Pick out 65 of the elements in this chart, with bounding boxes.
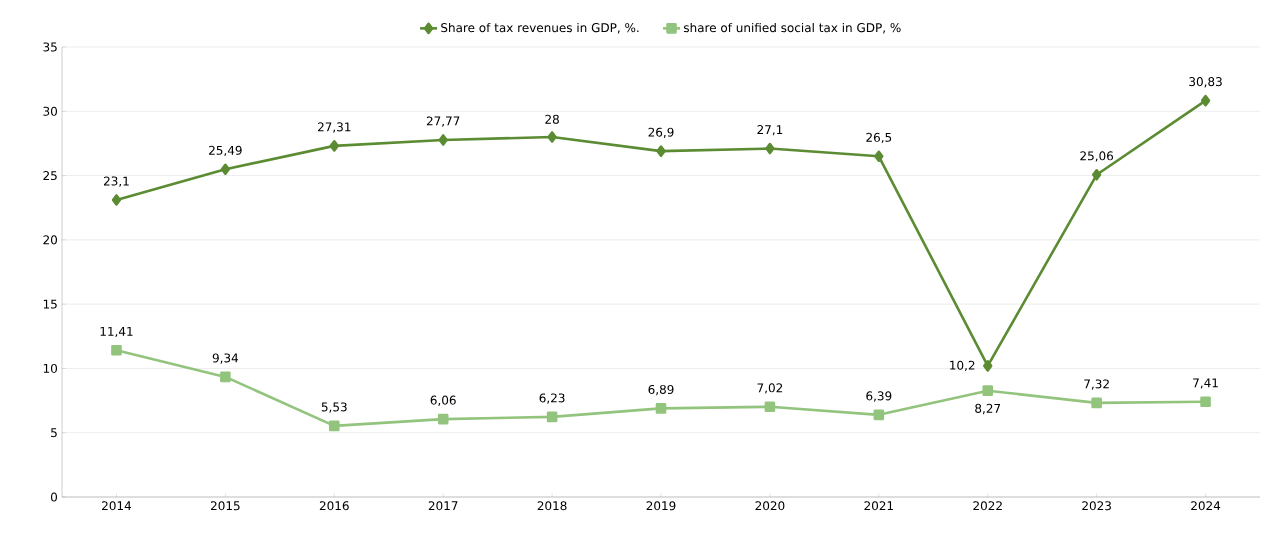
data-label: 27,31 (317, 122, 351, 133)
data-label: 5,53 (321, 402, 347, 413)
data-label: 7,32 (1084, 379, 1109, 390)
point (764, 401, 776, 413)
data-label: 6,06 (430, 395, 456, 406)
point (874, 150, 884, 163)
y-tick-label: 0 (50, 492, 58, 502)
x-tick-label: 2016 (319, 501, 349, 511)
x-tick-label: 2018 (537, 501, 567, 511)
data-label: 6,89 (648, 384, 674, 396)
data-label: 10,2 (950, 360, 975, 371)
point (546, 411, 558, 423)
point (655, 403, 667, 414)
x-tick-label: 2022 (973, 501, 1002, 511)
point (982, 385, 994, 396)
y-tick-label: 5 (51, 428, 57, 438)
data-label: 28 (545, 114, 559, 124)
y-tick-label: 25 (43, 171, 57, 181)
point (438, 134, 448, 146)
y-tick-label: 35 (43, 42, 57, 52)
data-label: 8,27 (975, 403, 1001, 415)
y-tick-label: 10 (43, 363, 58, 373)
point (1200, 94, 1211, 107)
point (220, 163, 231, 176)
point (111, 345, 122, 356)
point (328, 420, 340, 432)
point (1200, 396, 1211, 408)
point (656, 145, 666, 157)
point (1091, 397, 1102, 409)
data-label: 27,77 (426, 116, 460, 127)
y-tick-label: 15 (43, 299, 57, 309)
legend-label: share of unified social tax in GDP, % (683, 22, 901, 34)
x-tick-label: 2017 (428, 501, 458, 511)
data-label: 25,06 (1080, 151, 1114, 162)
point (765, 142, 775, 155)
y-tick-label: 20 (43, 235, 58, 245)
data-label: 7,41 (1193, 378, 1218, 389)
x-tick-label: 2015 (210, 501, 240, 511)
point (873, 409, 885, 421)
x-tick-label: 2020 (755, 501, 785, 511)
point (547, 131, 557, 143)
y-tick-label: 30 (43, 106, 58, 116)
data-label: 9,34 (212, 353, 239, 364)
x-tick-label: 2023 (1082, 501, 1111, 511)
x-tick-label: 2024 (1191, 501, 1221, 511)
point (983, 360, 993, 372)
x-tick-label: 2021 (864, 501, 893, 511)
data-label: 6,23 (539, 393, 565, 404)
x-tick-label: 2019 (646, 501, 676, 511)
data-label: 23,1 (103, 176, 129, 187)
data-label: 7,02 (757, 383, 783, 394)
data-label: 26,9 (648, 127, 674, 138)
point (329, 140, 339, 152)
point (1091, 169, 1102, 181)
point (220, 371, 231, 383)
data-label: 25,49 (209, 145, 242, 157)
legend-label: Share of tax revenues in GDP, %. (441, 22, 639, 34)
data-label: 26,5 (866, 132, 892, 144)
data-label: 30,83 (1189, 77, 1222, 88)
data-label: 6,39 (866, 391, 892, 402)
x-tick-label: 2014 (102, 501, 132, 511)
data-label: 27,1 (757, 125, 783, 136)
data-label: 11,41 (100, 326, 133, 338)
point (111, 194, 122, 206)
point (437, 413, 449, 425)
